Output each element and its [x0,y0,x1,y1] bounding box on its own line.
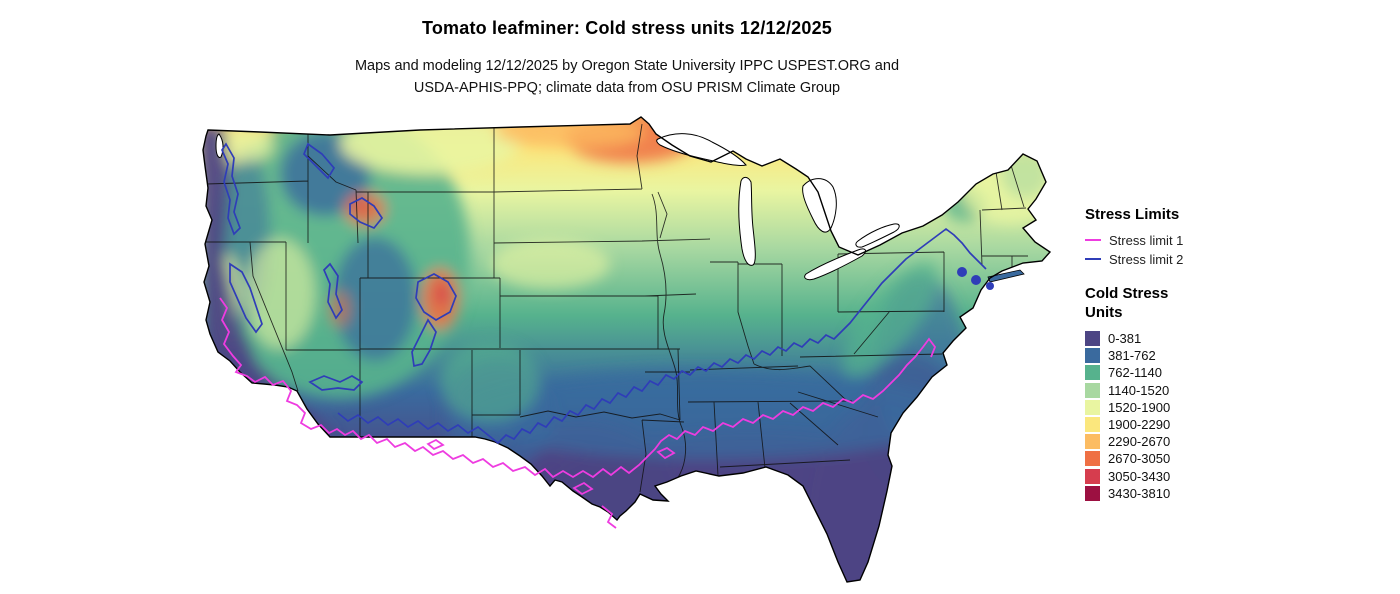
wyoming-red-peak [356,200,368,212]
stress-limit-2-swatch [1085,258,1101,260]
appalachian-teal-ridge [842,261,938,377]
legend-bin-row: 1520-1900 [1085,399,1315,416]
lake-superior [656,133,747,166]
us-map-svg [202,116,1052,583]
puget-sound [215,133,224,158]
montana-plains-blob [340,117,520,174]
legend-bin-row: 3430-3810 [1085,485,1315,502]
stress-limit-2-coastal-blobs [957,267,994,290]
bin-label-0: 0-381 [1108,331,1142,347]
long-island [987,269,1025,283]
bin-label-6: 2290-2670 [1108,434,1171,450]
bin-label-8: 3050-3430 [1108,468,1171,484]
legend-item-stress-limit-1: Stress limit 1 [1085,231,1315,249]
legend-item-stress-limit-2: Stress limit 2 [1085,250,1315,268]
utah-blue-blob [333,237,417,361]
legend-bin-row: 762-1140 [1085,364,1315,381]
bin-swatch-3 [1085,382,1100,398]
bin-swatch-7 [1085,451,1100,467]
page-title: Tomato leafminer: Cold stress units 12/1… [421,18,832,38]
state-borders [205,123,1028,493]
bin-label-7: 2670-3050 [1108,451,1171,467]
stress-limit-1-loops [426,438,676,529]
bin-swatch-9 [1085,485,1100,501]
bin-label-4: 1520-1900 [1108,399,1171,415]
lake-erie [804,248,866,281]
bin-label-5: 1900-2290 [1108,417,1171,433]
us-outline [202,116,1052,583]
bin-swatch-0 [1085,331,1100,347]
legend-bin-row: 1900-2290 [1085,416,1315,433]
bin-swatch-1 [1085,348,1100,364]
water-bodies [215,133,900,281]
bin-label-1: 381-762 [1108,348,1156,364]
stress-limit-2-contours [221,142,994,445]
legend-bin-row: 3050-3430 [1085,468,1315,485]
dakota-orange-blob [495,117,645,148]
bin-swatch-8 [1085,468,1100,484]
south-blue-band [460,369,960,459]
stress-limit-1-contours [219,297,937,529]
bin-label-9: 3430-3810 [1108,485,1171,501]
stress-limit-2-label: Stress limit 2 [1109,251,1184,267]
legend-bin-row: 381-762 [1085,347,1315,364]
high-plains-teal-blob [440,342,540,422]
us-choropleth-map [190,114,1070,594]
bin-label-3: 1140-1520 [1108,382,1170,398]
bin-swatch-5 [1085,417,1100,433]
stress-limit-2-main-line [337,227,987,445]
stress-limit-1-main-line [219,297,937,479]
page-subtitle: Maps and modeling 12/12/2025 by Oregon S… [0,55,1254,99]
utah-orange-peak [330,291,350,327]
legend: Stress Limits Stress limit 1 Stress limi… [1085,206,1315,502]
stress-limit-1-swatch [1085,239,1101,241]
bin-label-2: 762-1140 [1108,365,1162,381]
bin-swatch-6 [1085,434,1100,450]
colorado-red-peak [435,282,449,306]
lake-ontario [855,223,900,248]
stress-limit-2-mountain-loops [221,142,457,391]
nevada-green-blob [245,239,315,349]
bin-swatch-4 [1085,399,1100,415]
legend-bin-row: 0-381 [1085,330,1315,347]
subtitle-line-1: Maps and modeling 12/12/2025 by Oregon S… [354,58,900,74]
cold-stress-units-heading: Cold Stress Units [1085,285,1169,321]
stress-limit-1-label: Stress limit 1 [1109,232,1184,248]
subtitle-line-2: USDA-APHIS-PPQ; climate data from OSU PR… [413,80,841,96]
legend-bin-row: 2670-3050 [1085,450,1315,467]
legend-bin-row: 2290-2670 [1085,433,1315,450]
bin-swatch-2 [1085,365,1100,381]
lake-huron [802,178,837,233]
lake-michigan [738,176,756,266]
stress-limits-heading: Stress Limits [1085,206,1180,223]
legend-bin-row: 1140-1520 [1085,382,1315,399]
nebraska-yellow-blob [490,239,610,289]
